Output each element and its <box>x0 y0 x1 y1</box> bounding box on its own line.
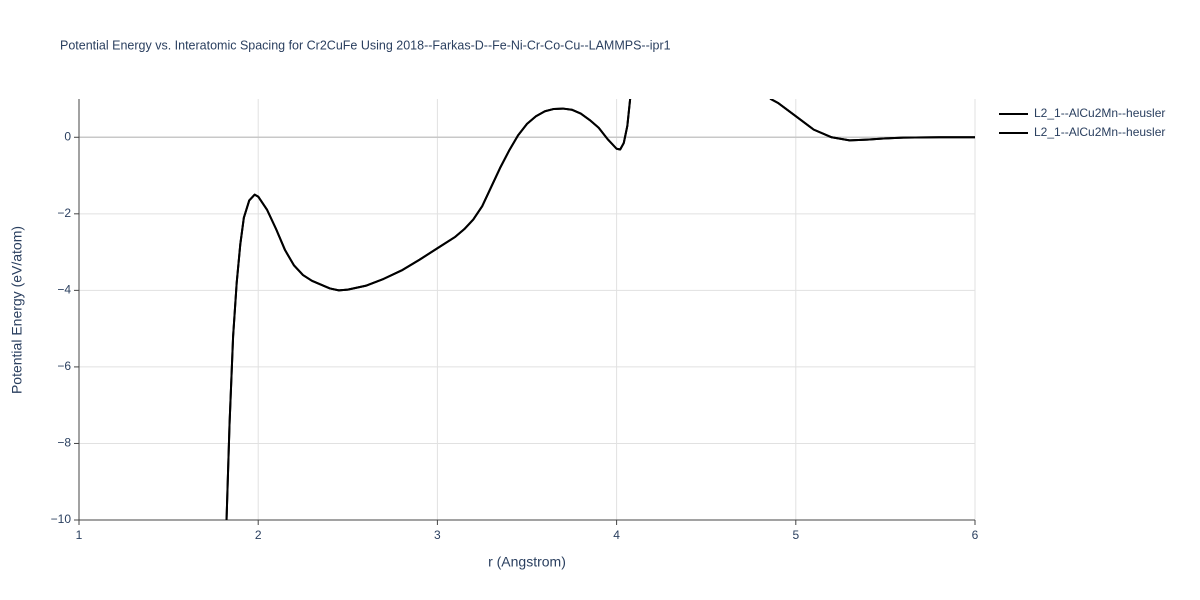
legend-label: L2_1--AlCu2Mn--heusler <box>1034 125 1165 139</box>
x-tick-label: 1 <box>76 528 83 542</box>
y-axis-title: Potential Energy (eV/atom) <box>9 226 25 394</box>
y-tick-label: 0 <box>64 129 71 143</box>
line-series <box>225 99 975 520</box>
x-axis-title: r (Angstrom) <box>488 554 566 570</box>
y-tick-label: −4 <box>57 283 71 297</box>
y-tick-label: −8 <box>57 436 71 450</box>
legend-label: L2_1--AlCu2Mn--heusler <box>1034 106 1165 120</box>
x-tick-label: 3 <box>434 528 441 542</box>
x-tick-label: 6 <box>972 528 979 542</box>
x-tick-label: 5 <box>792 528 799 542</box>
x-tick-label: 2 <box>255 528 262 542</box>
y-tick-label: −10 <box>51 512 72 526</box>
chart-title: Potential Energy vs. Interatomic Spacing… <box>60 38 671 52</box>
plot-area <box>225 99 975 520</box>
x-tick-label: 4 <box>613 528 620 542</box>
y-tick-label: −6 <box>57 359 71 373</box>
y-tick-label: −2 <box>57 206 71 220</box>
line-series <box>225 99 975 520</box>
